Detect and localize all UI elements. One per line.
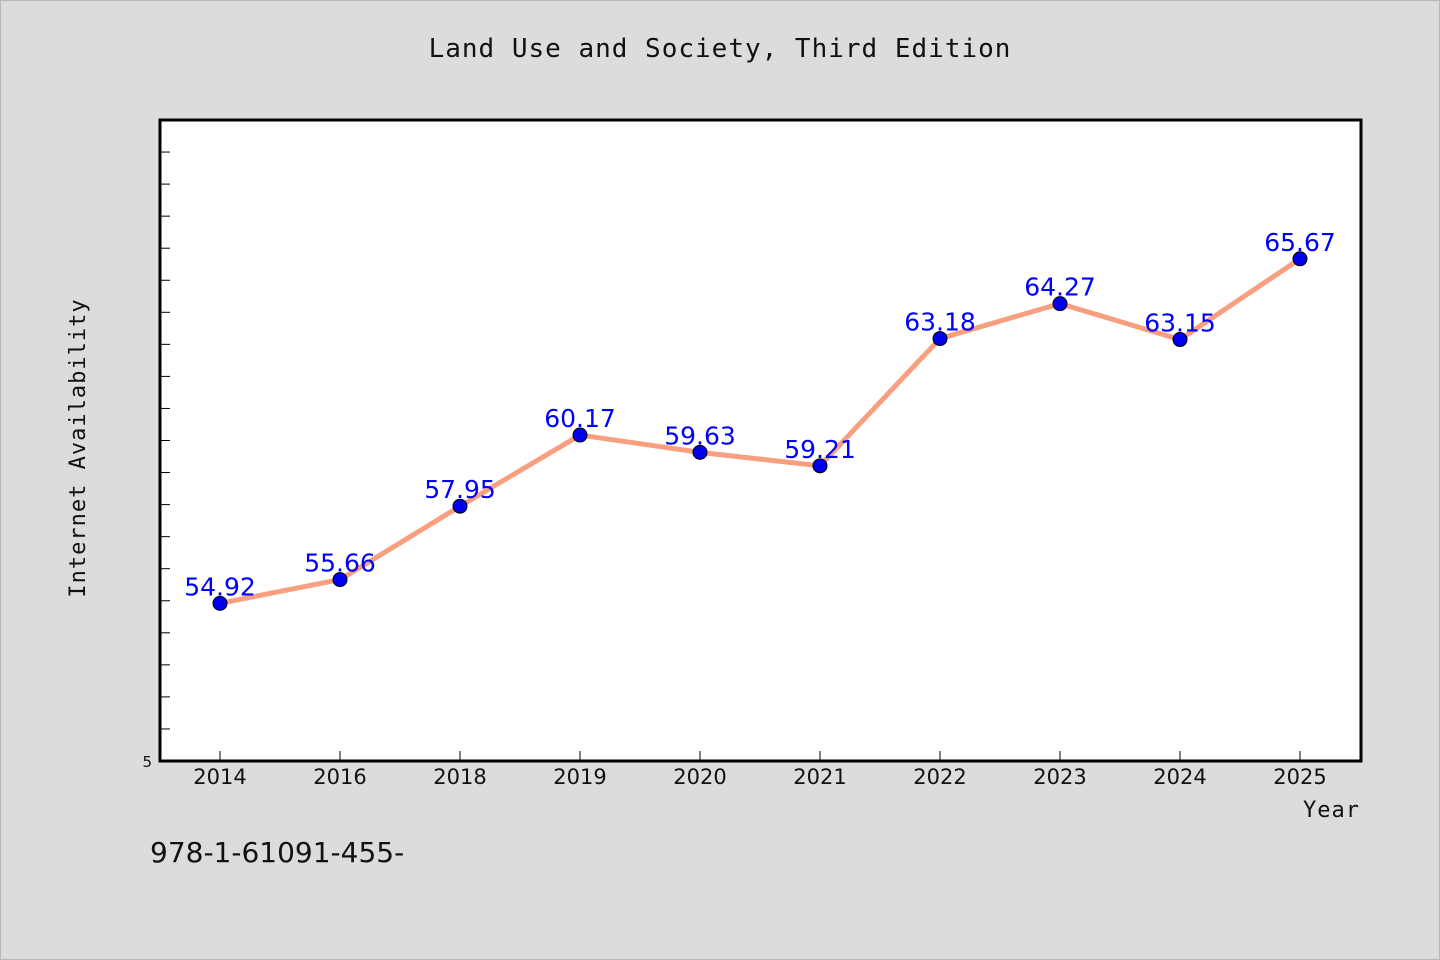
- chart-title: Land Use and Society, Third Edition: [428, 34, 1012, 64]
- data-label: 64.27: [1024, 273, 1096, 302]
- x-tick-label: 2018: [433, 765, 486, 789]
- data-label: 57.95: [424, 475, 496, 504]
- x-tick-label: 2021: [793, 765, 846, 789]
- data-point: [1292, 251, 1308, 267]
- x-tick-label: 2014: [193, 765, 246, 789]
- data-label: 59.63: [664, 421, 736, 450]
- plot-area: [158, 118, 1363, 763]
- data-point: [1172, 332, 1188, 348]
- x-tick-label: 2020: [673, 765, 726, 789]
- x-axis-ticks: 2014 2016 2018 2019 2020 2021 2022 2023 2024 2025: [193, 751, 1327, 789]
- data-label: 59.21: [784, 435, 856, 464]
- data-label: 60.17: [544, 404, 616, 433]
- data-point: [452, 498, 468, 514]
- data-label: 54.92: [184, 572, 256, 601]
- data-point: [1052, 296, 1068, 312]
- x-axis-title: Year: [1303, 798, 1360, 823]
- data-point: [332, 572, 348, 588]
- x-tick-label: 2019: [553, 765, 606, 789]
- data-label: 55.66: [304, 549, 376, 578]
- data-point: [812, 458, 828, 474]
- y-tick-label: 5: [142, 753, 152, 771]
- y-axis-ticks: 5: [142, 151, 170, 771]
- data-point: [932, 331, 948, 347]
- x-tick-label: 2022: [913, 765, 966, 789]
- isbn-text: 978-1-61091-455-: [150, 836, 405, 869]
- x-tick-label: 2025: [1273, 765, 1326, 789]
- data-point: [212, 595, 228, 611]
- x-tick-label: 2023: [1033, 765, 1086, 789]
- series-markers: [212, 251, 1308, 611]
- x-tick-label: 2016: [313, 765, 366, 789]
- data-labels: 54.92 55.66 57.95 60.17 59.63 59.21 63.18 64.27…: [184, 228, 1336, 602]
- data-label: 63.15: [1144, 309, 1216, 338]
- y-axis-title: Internet Availability: [66, 298, 91, 597]
- x-tick-label: 2024: [1153, 765, 1206, 789]
- data-label: 65.67: [1264, 228, 1336, 257]
- data-point: [692, 444, 708, 460]
- data-label: 63.18: [904, 308, 976, 337]
- series-line: [219, 256, 1302, 606]
- data-point: [572, 427, 588, 443]
